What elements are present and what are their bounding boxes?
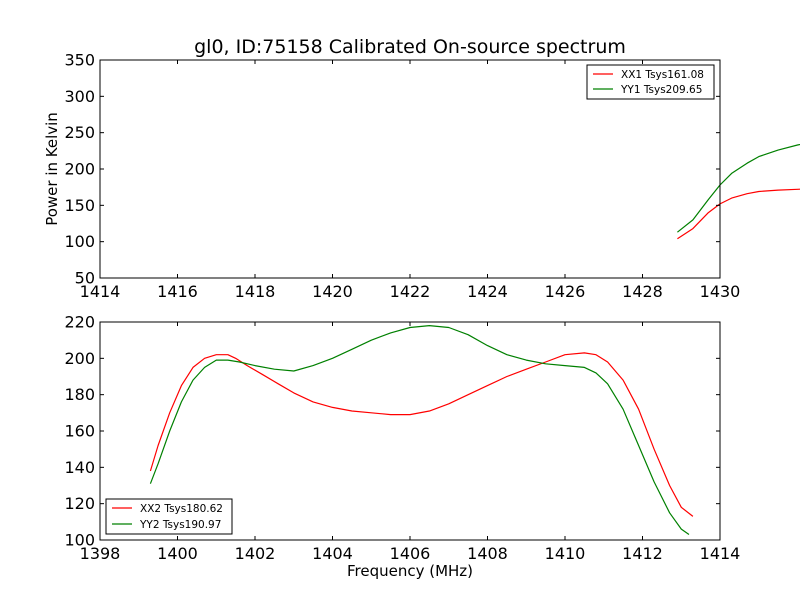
top-series-line-2	[677, 143, 800, 233]
top-axes-frame	[99, 59, 721, 279]
top-x-tick-label: 1424	[467, 282, 508, 301]
top-x-tick-label: 1414	[80, 282, 121, 301]
bottom-series-line-1	[149, 352, 694, 517]
top-x-tick-label: 1422	[390, 282, 431, 301]
top-x-tick-label: 1430	[700, 282, 741, 301]
bottom-x-tick-label: 1412	[622, 544, 663, 563]
top-y-tick-label: 300	[64, 87, 95, 106]
bottom-legend-box	[105, 498, 233, 535]
bottom-x-tick-label: 1404	[312, 544, 353, 563]
top-legend-box	[586, 64, 715, 100]
top-series-line-1	[677, 188, 800, 240]
bottom-subplot: Frequency (MHz) 1398 1400 1402 1404 1406 1408…	[64, 313, 740, 581]
bottom-axes-frame	[99, 321, 721, 541]
legend-label-xx2: XX2 Tsys180.62	[140, 503, 223, 515]
top-x-tick-label: 1428	[622, 282, 663, 301]
top-x-tick-label: 1416	[157, 282, 198, 301]
legend-label-xx1: XX1 Tsys161.08	[621, 69, 704, 81]
bottom-y-tick-label: 140	[64, 458, 95, 477]
top-ticks: 1414 1416 1418 1420 1422 1424 1426 1428 1430 50 10…	[64, 51, 740, 302]
bottom-y-tick-label: 220	[64, 313, 95, 332]
bottom-x-tick-label: 1406	[390, 544, 431, 563]
bottom-y-tick-label: 180	[64, 385, 95, 404]
bottom-x-tick-label: 1414	[700, 544, 741, 563]
top-subplot: gl0, ID:75158 Calibrated On-source spect…	[43, 36, 800, 301]
bottom-x-tick-label: 1410	[545, 544, 586, 563]
top-x-tick-label: 1418	[235, 282, 276, 301]
top-y-tick-label: 250	[64, 123, 95, 142]
top-series-group	[677, 143, 800, 240]
bottom-x-tick-label: 1400	[157, 544, 198, 563]
bottom-y-tick-label: 160	[64, 422, 95, 441]
legend-label-yy1: YY1 Tsys209.65	[620, 84, 702, 96]
top-y-tick-label: 150	[64, 196, 95, 215]
bottom-y-tick-label: 120	[64, 494, 95, 513]
bottom-series-line-2	[149, 325, 690, 535]
top-y-tick-label: 50	[75, 269, 95, 288]
bottom-y-tick-label: 200	[64, 349, 95, 368]
chart-title: gl0, ID:75158 Calibrated On-source spect…	[194, 36, 626, 58]
bottom-x-tick-label: 1408	[467, 544, 508, 563]
bottom-legend: XX2 Tsys180.62 YY2 Tsys190.97	[105, 498, 233, 535]
y-axis-label: Power in Kelvin	[43, 112, 61, 226]
top-x-tick-label: 1426	[545, 282, 586, 301]
top-y-tick-label: 200	[64, 160, 95, 179]
top-legend: XX1 Tsys161.08 YY1 Tsys209.65	[586, 64, 715, 100]
legend-label-yy2: YY2 Tsys190.97	[139, 519, 221, 531]
bottom-x-tick-label: 1398	[80, 544, 121, 563]
bottom-ticks: 1398 1400 1402 1404 1406 1408 1410 1412 1414 100 1…	[64, 313, 740, 564]
top-y-tick-label: 100	[64, 232, 95, 251]
bottom-series-group	[149, 325, 694, 535]
bottom-x-tick-label: 1402	[235, 544, 276, 563]
top-x-tick-label: 1420	[312, 282, 353, 301]
x-axis-label: Frequency (MHz)	[347, 562, 473, 580]
bottom-y-tick-label: 100	[64, 531, 95, 550]
top-y-tick-label: 350	[64, 51, 95, 70]
